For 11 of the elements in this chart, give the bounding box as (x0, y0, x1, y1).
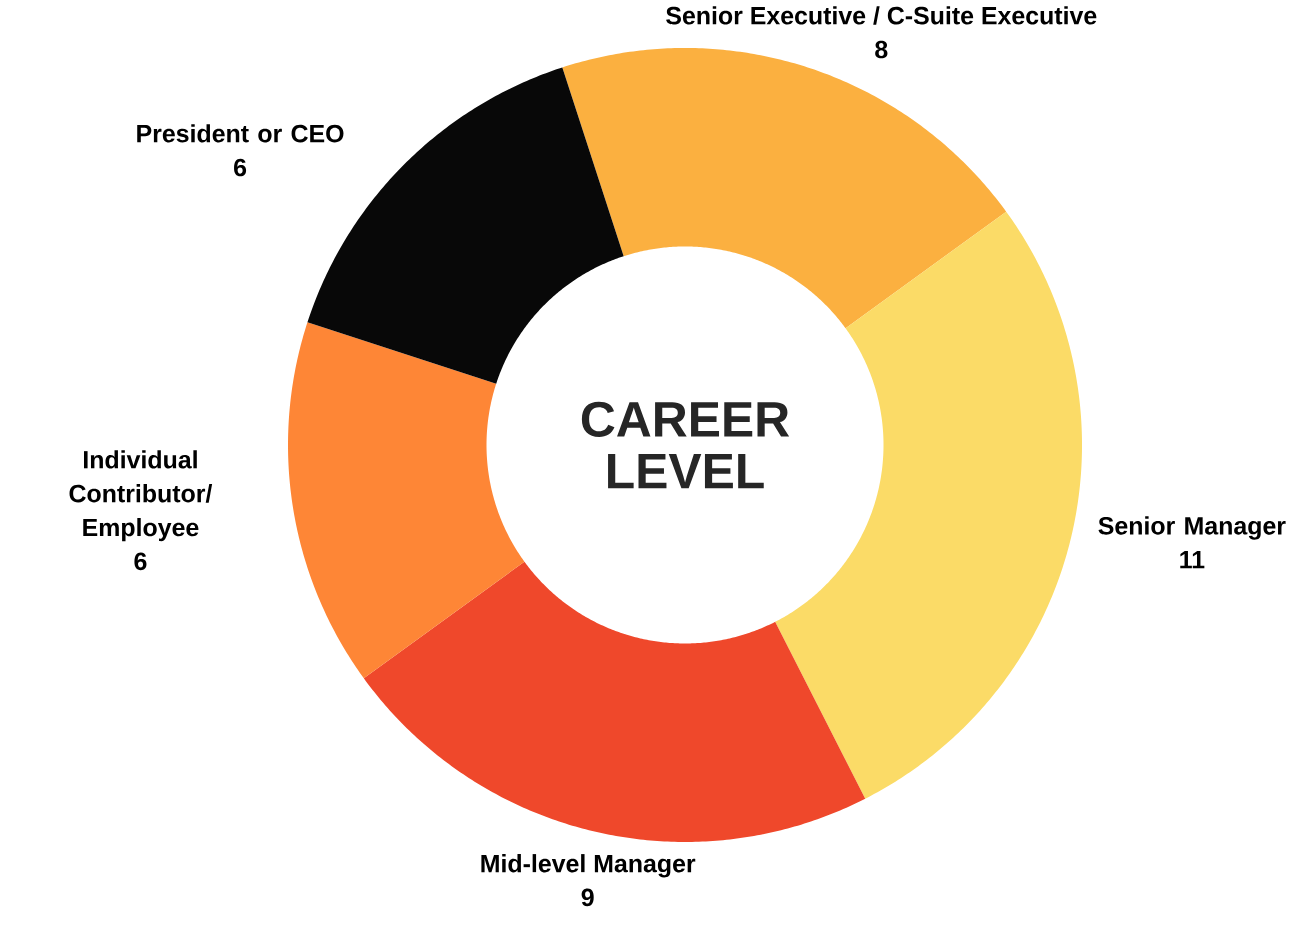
text: CAREER LEVEL (581, 401, 790, 489)
data-label: 11 (1180, 551, 1205, 569)
data-label: 8 (875, 40, 888, 59)
slice-label: Senior Executive / C-Suite Executive (666, 6, 1097, 25)
slice-label: Senior Manager (1098, 516, 1286, 540)
slice-label: President or CEO (137, 124, 344, 143)
slice-label: Mid-level Manager (481, 854, 696, 878)
slice-label: Individual Contributor/ Employee (69, 450, 213, 542)
data-label: 6 (134, 552, 147, 571)
data-label: 9 (581, 888, 594, 907)
data-label: 6 (234, 158, 247, 177)
